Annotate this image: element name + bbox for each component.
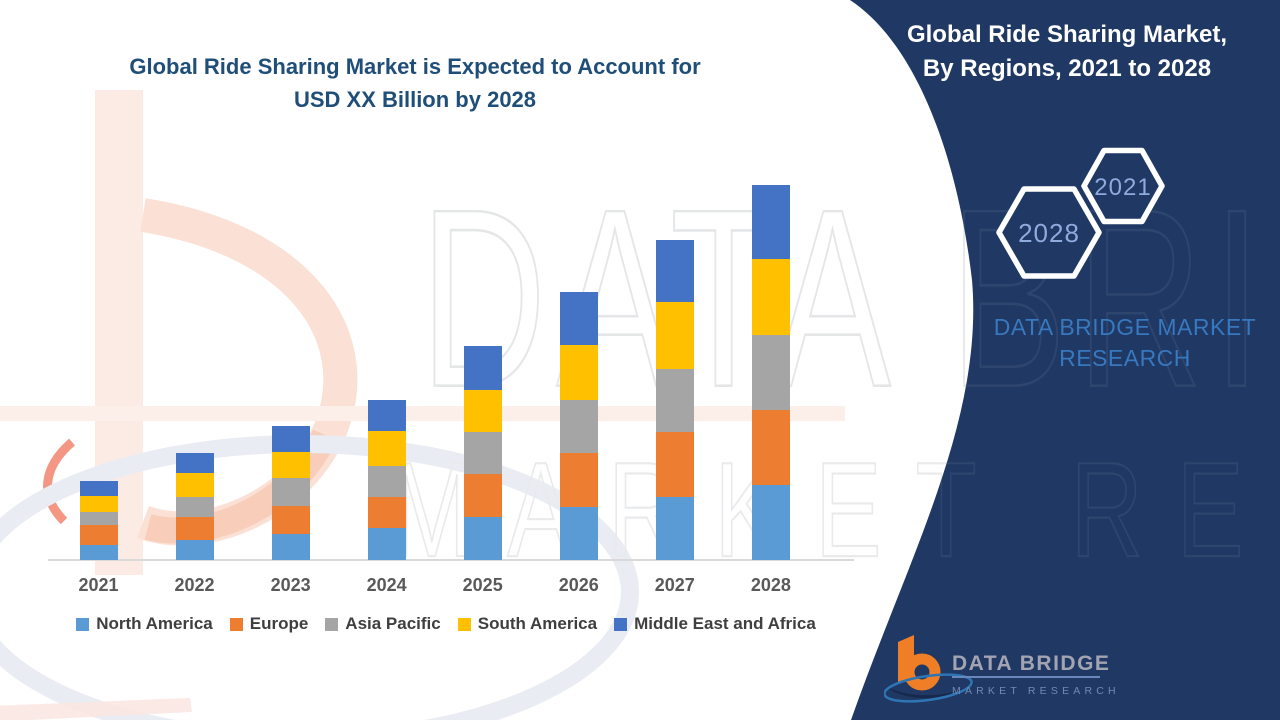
hexagon-2028 xyxy=(996,186,1102,279)
bar-segment-2027-south-america xyxy=(655,302,694,369)
bar-segment-2024-north-america xyxy=(367,528,406,560)
x-axis-line xyxy=(48,559,854,561)
bar-segment-2025-middle-east-and-africa xyxy=(463,345,502,390)
footer-logo: DATA BRIDGE MARKET RESEARCH xyxy=(884,635,1120,703)
bar-segment-2026-north-america xyxy=(559,507,598,560)
bar-segment-2028-south-america xyxy=(751,259,790,335)
bar-segment-2024-europe xyxy=(367,497,406,528)
bar-segment-2027-asia-pacific xyxy=(655,369,694,433)
x-axis-label-2022: 2022 xyxy=(174,575,215,595)
sidebar-shape: DATA BRIDGE MARKET RESEARCH xyxy=(848,0,1280,720)
bar-segment-2025-south-america xyxy=(463,389,502,432)
legend-item-south-america: South America xyxy=(457,614,598,634)
bar-segment-2021-europe xyxy=(79,525,118,545)
legend-swatch xyxy=(614,617,628,631)
legend-label: North America xyxy=(96,614,213,633)
footer-logo-sub: MARKET RESEARCH xyxy=(952,685,1120,697)
bar-segment-2023-middle-east-and-africa xyxy=(271,425,310,452)
bar-segment-2026-europe xyxy=(559,453,598,508)
bar-segment-2022-south-america xyxy=(175,473,214,497)
bar-segment-2022-asia-pacific xyxy=(175,496,214,517)
sidebar-brand-text: DATA BRIDGE MARKET RESEARCH xyxy=(965,312,1280,374)
bar-segment-2025-north-america xyxy=(463,517,502,560)
x-axis-label-2027: 2027 xyxy=(654,575,695,595)
sidebar-background xyxy=(850,0,1280,720)
legend-swatch xyxy=(457,617,471,631)
x-axis-label-2026: 2026 xyxy=(558,575,599,595)
legend-item-asia-pacific: Asia Pacific xyxy=(325,614,441,634)
hexagon-2021 xyxy=(1081,147,1165,225)
bar-segment-2027-north-america xyxy=(655,497,694,560)
hexagon-year-2021: 2021 xyxy=(1094,174,1151,201)
sidebar-title-line2: By Regions, 2021 to 2028 xyxy=(922,55,1212,82)
legend-item-north-america: North America xyxy=(76,614,213,634)
footer-logo-b-icon xyxy=(884,635,976,703)
bar-segment-2023-north-america xyxy=(271,534,310,560)
legend: North America Europe Asia Pacific South Ame… xyxy=(40,614,852,634)
hexagon-year-2028: 2028 xyxy=(1018,218,1080,248)
bar-segment-2021-north-america xyxy=(79,544,118,560)
x-axis-label-2028: 2028 xyxy=(750,575,791,595)
sidebar-title: Global Ride Sharing Market, By Regions, … xyxy=(902,18,1232,86)
bar-segment-2028-europe xyxy=(751,410,790,486)
legend-label: Middle East and Africa xyxy=(634,614,816,633)
x-axis-label-2023: 2023 xyxy=(270,575,311,595)
bar-segment-2026-asia-pacific xyxy=(559,399,598,454)
bar-segment-2025-asia-pacific xyxy=(463,432,502,474)
bar-segment-2023-asia-pacific xyxy=(271,478,310,507)
bar-segment-2021-south-america xyxy=(79,495,118,512)
legend-item-europe: Europe xyxy=(229,614,309,634)
bar-segment-2026-middle-east-and-africa xyxy=(559,292,598,346)
chart-title-line2: USD XX Billion by 2028 xyxy=(293,87,537,112)
legend-label: Europe xyxy=(249,614,309,633)
bar-segment-2022-north-america xyxy=(175,539,214,560)
sidebar-title-line1: Global Ride Sharing Market, xyxy=(906,21,1228,48)
bar-segment-2028-middle-east-and-africa xyxy=(751,184,790,259)
bar-segment-2027-europe xyxy=(655,432,694,498)
chart-title-line1: Global Ride Sharing Market is Expected t… xyxy=(129,54,701,79)
bar-segment-2027-middle-east-and-africa xyxy=(655,239,694,302)
bar-segment-2024-middle-east-and-africa xyxy=(367,399,406,431)
bar-segment-2022-europe xyxy=(175,517,214,540)
bar-segment-2024-south-america xyxy=(367,430,406,466)
x-axis-label-2024: 2024 xyxy=(366,575,407,595)
legend-swatch xyxy=(325,617,339,631)
bar-segment-2022-middle-east-and-africa xyxy=(175,453,214,474)
legend-label: Asia Pacific xyxy=(345,614,441,633)
legend-item-middle-east-and-africa: Middle East and Africa xyxy=(614,614,816,634)
legend-swatch xyxy=(229,617,243,631)
x-axis-label-2021: 2021 xyxy=(78,575,119,595)
bar-segment-2023-europe xyxy=(271,506,310,534)
bar-segment-2021-middle-east-and-africa xyxy=(79,480,118,496)
legend-label: South America xyxy=(477,614,598,633)
sidebar-brand-line2: RESEARCH xyxy=(1059,345,1191,371)
bar-segment-2028-asia-pacific xyxy=(751,334,790,411)
bar-segment-2026-south-america xyxy=(559,345,598,400)
footer-logo-brand: DATA BRIDGE xyxy=(952,652,1110,675)
sidebar-watermark-row2: MARKET RESEARCH xyxy=(848,435,1280,586)
x-axis-label-2025: 2025 xyxy=(462,575,503,595)
bar-segment-2023-south-america xyxy=(271,451,310,478)
bar-segment-2025-europe xyxy=(463,473,502,518)
bar-segment-2028-north-america xyxy=(751,485,790,560)
bar-segment-2021-asia-pacific xyxy=(79,512,118,526)
hexagon-badges: 2028 2021 xyxy=(996,147,1165,279)
sidebar-brand-line1: DATA BRIDGE MARKET xyxy=(993,314,1257,340)
bar-segment-2024-asia-pacific xyxy=(367,465,406,497)
chart-title: Global Ride Sharing Market is Expected t… xyxy=(90,50,740,116)
legend-swatch xyxy=(76,617,90,631)
watermark-b-logo xyxy=(0,90,845,720)
